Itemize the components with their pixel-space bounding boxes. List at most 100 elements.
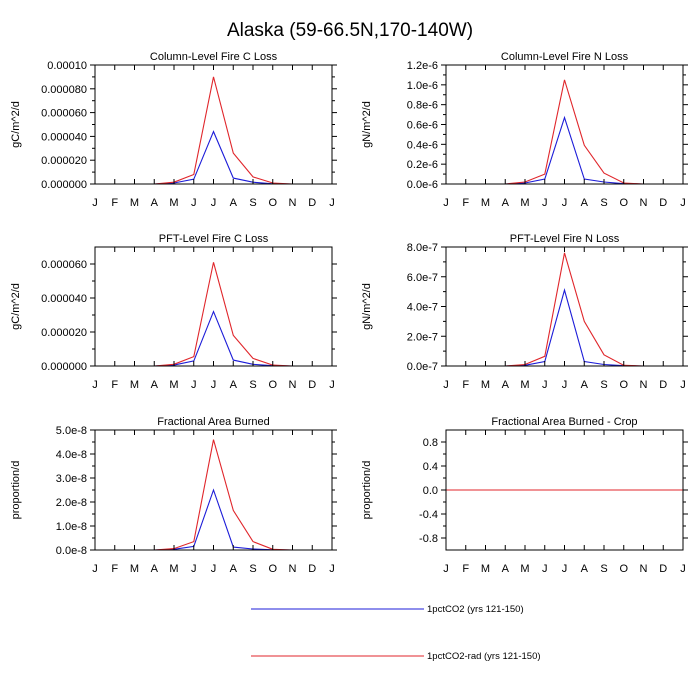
x-tick-label: A <box>581 563 589 575</box>
x-tick-label: O <box>619 379 628 391</box>
y-tick-label: 1.0e-6 <box>407 80 438 92</box>
legend: 1pctCO2 (yrs 121-150) 1pctCO2-rad (yrs 1… <box>251 604 541 662</box>
x-tick-label: N <box>289 197 297 209</box>
y-tick-label: 3.0e-8 <box>56 473 87 485</box>
x-tick-label: J <box>92 563 98 575</box>
y-tick-label: 0.000040 <box>41 293 87 305</box>
plot-frame <box>445 64 684 185</box>
x-tick-label: S <box>249 379 256 391</box>
y-tick-label: 0.000040 <box>41 131 87 143</box>
legend-label-1pctCO2: 1pctCO2 (yrs 121-150) <box>427 604 524 615</box>
x-tick-label: J <box>92 197 98 209</box>
y-axis-label: gC/m^2/d <box>10 283 22 330</box>
y-axis-label: gN/m^2/d <box>361 283 373 330</box>
x-tick-label: M <box>481 379 490 391</box>
panel-6: Fractional Area Burned - Crop proportion/… <box>361 416 688 575</box>
y-tick-label: 2.0e-8 <box>56 497 87 509</box>
x-tick-label: F <box>111 197 118 209</box>
x-tick-label: J <box>329 379 335 391</box>
x-tick-label: J <box>680 563 686 575</box>
x-tick-label: A <box>151 563 159 575</box>
x-tick-label: M <box>130 563 139 575</box>
series-line-1pctCO2 <box>446 288 683 367</box>
x-tick-label: A <box>230 379 238 391</box>
x-tick-label: J <box>191 379 197 391</box>
x-tick-label: M <box>520 563 529 575</box>
x-tick-label: A <box>230 197 238 209</box>
y-tick-label: 0.000080 <box>41 84 87 96</box>
plot-frame <box>445 246 684 367</box>
series-line-1pctCO2 <box>95 488 332 551</box>
x-tick-label: N <box>640 379 648 391</box>
x-tick-label: O <box>268 563 277 575</box>
y-tick-label: 0.8e-6 <box>407 100 438 112</box>
y-tick-label: 1.0e-8 <box>56 521 87 533</box>
x-tick-label: J <box>191 197 197 209</box>
y-axis-label: proportion/d <box>10 461 22 520</box>
y-tick-label: 0.000020 <box>41 155 87 167</box>
y-tick-label: 0.4 <box>423 461 438 473</box>
x-tick-label: O <box>268 197 277 209</box>
x-tick-label: S <box>600 197 607 209</box>
x-tick-label: J <box>92 379 98 391</box>
y-tick-label: 0.000020 <box>41 327 87 339</box>
y-axis-label: gN/m^2/d <box>361 101 373 148</box>
x-tick-label: M <box>169 379 178 391</box>
x-tick-label: J <box>542 563 548 575</box>
x-tick-label: M <box>130 379 139 391</box>
y-tick-label: 4.0e-8 <box>56 449 87 461</box>
x-tick-label: J <box>562 563 568 575</box>
x-tick-label: J <box>562 197 568 209</box>
panel-title: PFT-Level Fire N Loss <box>510 233 620 245</box>
y-tick-label: 6.0e-7 <box>407 272 438 284</box>
x-tick-label: M <box>520 379 529 391</box>
y-tick-label: 2.0e-7 <box>407 331 438 343</box>
y-tick-label: 0.6e-6 <box>407 120 438 132</box>
x-tick-label: J <box>329 197 335 209</box>
x-tick-label: J <box>680 379 686 391</box>
x-tick-label: N <box>289 563 297 575</box>
series-line-1pctCO2-rad <box>446 79 683 185</box>
series-line-1pctCO2-rad <box>95 439 332 551</box>
series-line-1pctCO2 <box>95 310 332 367</box>
x-tick-label: J <box>443 379 449 391</box>
x-tick-label: D <box>308 563 316 575</box>
x-tick-label: F <box>462 379 469 391</box>
x-tick-label: J <box>191 563 197 575</box>
series-line-1pctCO2-rad <box>95 262 332 367</box>
x-tick-label: N <box>289 379 297 391</box>
x-tick-label: J <box>211 197 217 209</box>
figure-title: Alaska (59-66.5N,170-140W) <box>227 20 473 41</box>
y-tick-label: 4.0e-7 <box>407 302 438 314</box>
panel-title: Column-Level Fire N Loss <box>501 51 629 63</box>
legend-entry-1pctCO2: 1pctCO2 (yrs 121-150) <box>251 604 524 615</box>
y-tick-label: 0.4e-6 <box>407 139 438 151</box>
y-tick-label: -0.4 <box>419 509 438 521</box>
x-tick-label: J <box>211 563 217 575</box>
y-tick-label: 0.00010 <box>47 60 87 72</box>
x-tick-label: A <box>230 563 238 575</box>
x-tick-label: A <box>581 197 589 209</box>
x-tick-label: J <box>443 197 449 209</box>
x-tick-label: A <box>502 197 510 209</box>
y-tick-label: 0.000000 <box>41 361 87 373</box>
series-line-1pctCO2 <box>446 115 683 185</box>
x-tick-label: S <box>600 563 607 575</box>
panel-title: Fractional Area Burned <box>157 416 270 428</box>
x-tick-label: J <box>542 379 548 391</box>
y-tick-label: -0.8 <box>419 533 438 545</box>
x-tick-label: M <box>481 563 490 575</box>
x-tick-label: D <box>308 379 316 391</box>
x-tick-label: M <box>130 197 139 209</box>
x-tick-label: O <box>268 379 277 391</box>
y-axis-label: gC/m^2/d <box>10 101 22 148</box>
panel-title: Fractional Area Burned - Crop <box>491 416 637 428</box>
y-tick-label: 0.2e-6 <box>407 159 438 171</box>
x-tick-label: S <box>249 563 256 575</box>
x-tick-label: D <box>308 197 316 209</box>
x-tick-label: F <box>111 563 118 575</box>
